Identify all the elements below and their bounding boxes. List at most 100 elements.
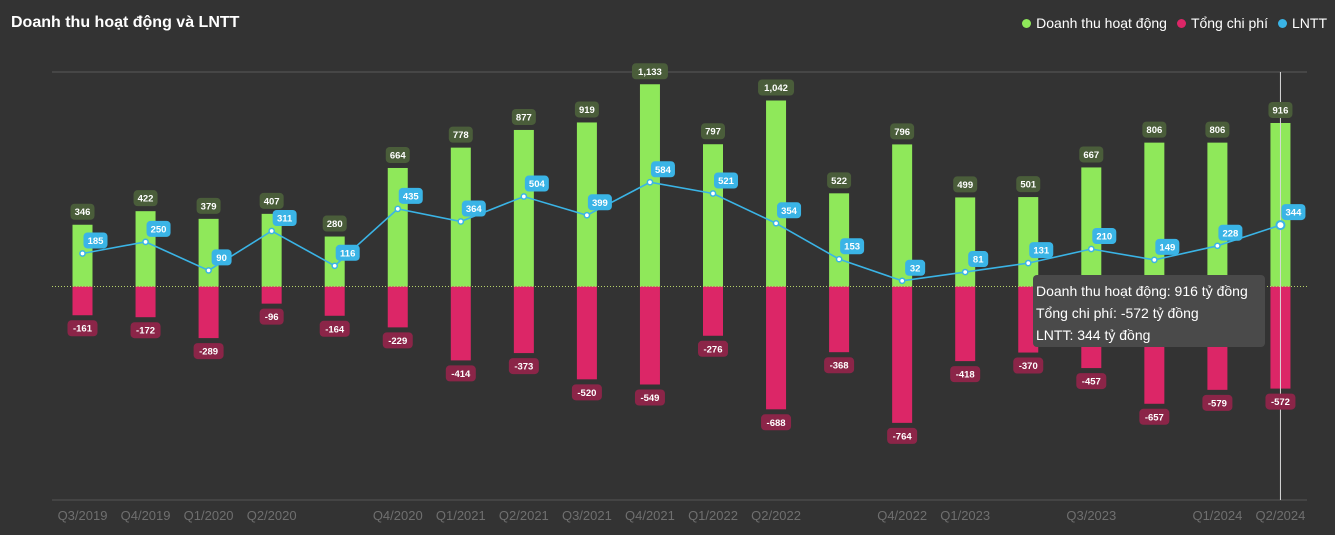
lntt-value-label-bg <box>840 238 865 255</box>
lntt-value-label-bg <box>1218 224 1243 241</box>
revenue-bar[interactable] <box>450 147 471 287</box>
tooltip-cost-line: Tổng chi phí: -572 tỷ đồng <box>1036 305 1199 321</box>
cost-bar[interactable] <box>829 286 850 353</box>
lntt-point[interactable] <box>961 268 969 276</box>
lntt-value-label: 149 <box>1159 242 1175 253</box>
lntt-value-label-bg <box>211 249 232 266</box>
revenue-bar[interactable] <box>198 218 219 287</box>
cost-bar[interactable] <box>261 286 282 304</box>
cost-value-label-bg <box>824 357 855 374</box>
x-tick-label: Q4/2021 <box>625 508 675 523</box>
revenue-bar[interactable] <box>1018 197 1039 287</box>
revenue-value-label: 280 <box>327 219 343 230</box>
lntt-point[interactable] <box>79 250 86 257</box>
revenue-bar[interactable] <box>1207 142 1228 287</box>
lntt-point[interactable] <box>142 238 149 246</box>
revenue-bar[interactable] <box>892 144 913 287</box>
cost-bar[interactable] <box>766 286 787 410</box>
lntt-value-label: 354 <box>781 206 798 217</box>
revenue-bar[interactable] <box>1144 142 1165 287</box>
lntt-value-label: 210 <box>1096 232 1112 243</box>
cost-bar[interactable] <box>135 286 156 318</box>
lntt-point[interactable] <box>646 178 654 186</box>
lntt-point[interactable] <box>1024 259 1032 267</box>
lntt-point[interactable] <box>898 277 906 285</box>
revenue-value-label: 806 <box>1209 125 1225 136</box>
cost-value-label-bg <box>1076 373 1107 390</box>
lntt-point[interactable] <box>583 211 591 219</box>
lntt-point[interactable] <box>1214 242 1221 250</box>
cost-value-label-bg <box>1013 357 1044 374</box>
cost-bar[interactable] <box>955 286 976 362</box>
revenue-value-label-bg <box>827 172 852 189</box>
lntt-value-label-bg <box>650 161 675 178</box>
lntt-point[interactable] <box>331 262 339 270</box>
lntt-value-label: 185 <box>88 236 105 247</box>
lntt-point[interactable] <box>268 227 275 235</box>
lntt-point[interactable] <box>205 267 212 274</box>
lntt-value-label-bg <box>335 244 360 261</box>
revenue-bar[interactable] <box>261 213 282 287</box>
cost-bar[interactable] <box>72 286 93 316</box>
revenue-bar[interactable] <box>387 167 408 287</box>
cost-bar[interactable] <box>450 286 471 361</box>
revenue-value-label: 501 <box>1020 180 1037 191</box>
cost-bar[interactable] <box>513 286 534 354</box>
cost-bar[interactable] <box>324 286 345 316</box>
cost-bar[interactable] <box>198 286 219 339</box>
lntt-value-label: 228 <box>1222 228 1238 239</box>
cost-bar[interactable] <box>576 286 597 380</box>
x-tick-label: Q1/2020 <box>184 508 234 523</box>
cost-bar[interactable] <box>892 286 913 423</box>
lntt-value-label-bg <box>146 220 171 237</box>
lntt-point[interactable] <box>1275 220 1286 231</box>
revenue-value-label: 877 <box>516 112 532 123</box>
legend-swatch-cost <box>1176 18 1186 28</box>
lntt-point[interactable] <box>394 205 402 213</box>
legend-item-cost[interactable]: Tổng chi phí <box>1176 15 1268 31</box>
cost-bar[interactable] <box>387 286 408 328</box>
lntt-point[interactable] <box>520 193 528 200</box>
x-tick-label: Q4/2020 <box>373 508 423 523</box>
legend-swatch-lntt <box>1278 18 1287 28</box>
lntt-value-label: 153 <box>844 242 860 253</box>
lntt-value-label-bg <box>524 175 549 192</box>
legend-item-lntt[interactable]: LNTT <box>1278 15 1327 31</box>
lntt-value-label: 32 <box>910 263 921 274</box>
cost-bar[interactable] <box>639 286 660 385</box>
lntt-point[interactable] <box>1151 256 1158 264</box>
cost-value-label: -229 <box>388 336 407 347</box>
lntt-point[interactable] <box>1087 245 1095 253</box>
cost-value-label-bg <box>698 340 728 357</box>
cost-bar[interactable] <box>703 286 723 336</box>
revenue-value-label: 407 <box>264 196 280 207</box>
cost-value-label: -96 <box>265 312 279 323</box>
cost-value-label: -368 <box>830 361 849 372</box>
cost-value-label-bg <box>193 343 224 360</box>
lntt-value-label: 116 <box>340 248 355 259</box>
revenue-bar[interactable] <box>1081 167 1102 287</box>
cost-value-label: -373 <box>514 362 533 373</box>
revenue-bar[interactable] <box>576 122 597 287</box>
lntt-point[interactable] <box>772 219 780 227</box>
revenue-bar[interactable] <box>513 129 534 287</box>
cost-value-label: -520 <box>577 388 596 399</box>
lntt-point[interactable] <box>835 255 843 263</box>
cost-value-label-bg <box>761 414 792 431</box>
revenue-value-label-bg <box>631 63 668 80</box>
legend-item-revenue[interactable]: Doanh thu hoạt động <box>1022 15 1167 31</box>
lntt-value-label: 364 <box>466 204 483 215</box>
revenue-bar[interactable] <box>766 100 787 287</box>
revenue-value-label: 919 <box>579 105 595 116</box>
revenue-value-label: 916 <box>1273 105 1289 116</box>
revenue-bar[interactable] <box>703 144 723 287</box>
cost-value-label: -579 <box>1208 398 1227 409</box>
lntt-point[interactable] <box>709 190 717 197</box>
lntt-value-label-bg <box>1281 204 1306 221</box>
revenue-bar[interactable] <box>829 193 850 287</box>
lntt-value-label-bg <box>968 251 989 268</box>
cost-value-label-bg <box>508 358 539 375</box>
lntt-point[interactable] <box>457 218 465 225</box>
cost-value-label: -764 <box>893 431 913 442</box>
